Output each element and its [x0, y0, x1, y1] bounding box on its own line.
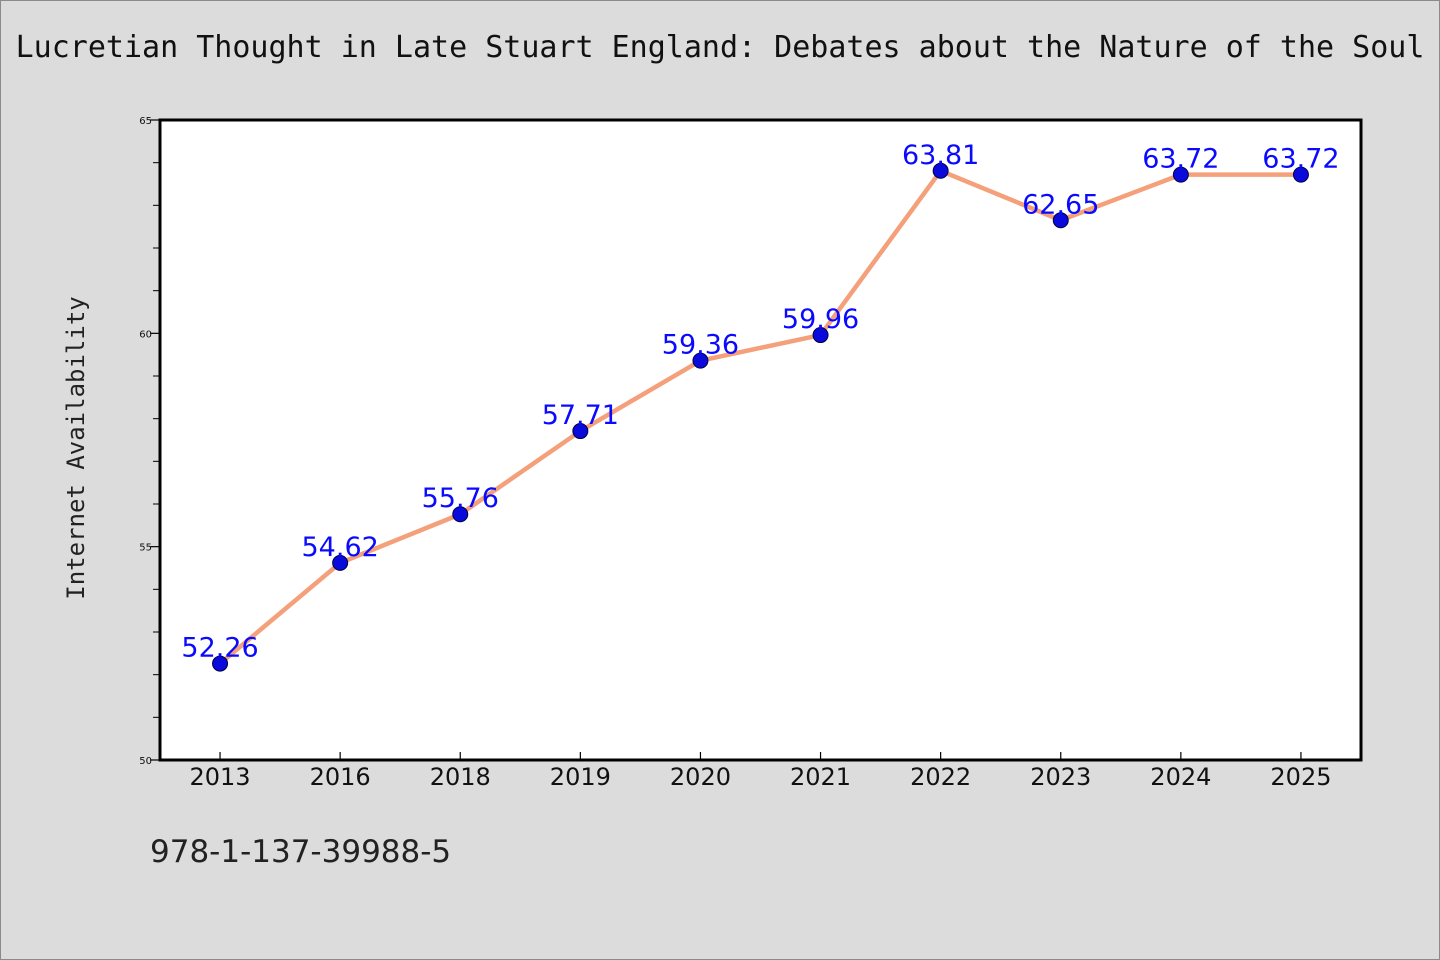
y-axis-ticks: 50 55 60 65	[139, 116, 160, 767]
x-tick-label: 2019	[550, 763, 611, 791]
data-label: 54.62	[302, 532, 379, 563]
isbn-text: 978-1-137-39988-5	[150, 834, 452, 870]
data-label: 63.72	[1262, 144, 1339, 175]
data-point	[692, 352, 709, 369]
data-point	[1172, 166, 1189, 183]
x-tick-label: 2018	[430, 763, 491, 791]
data-label: 52.26	[181, 633, 258, 664]
data-label: 63.72	[1142, 144, 1219, 175]
data-label: 55.76	[422, 483, 499, 514]
x-tick-label: 2020	[670, 763, 731, 791]
series-line	[218, 168, 1301, 666]
x-tick-label: 2023	[1030, 763, 1091, 791]
chart-title: Lucretian Thought in Late Stuart England…	[15, 30, 1425, 65]
data-point	[212, 655, 229, 672]
data-label: 59.96	[782, 304, 859, 335]
data-label: 57.71	[542, 400, 619, 431]
data-point	[1292, 166, 1309, 183]
data-point	[812, 327, 829, 344]
y-axis-label: Internet Availability	[62, 296, 90, 599]
x-tick-label: 2021	[790, 763, 851, 791]
data-point	[1052, 212, 1069, 229]
data-label: 59.36	[662, 330, 739, 361]
y-minor-ticks	[153, 162, 160, 718]
data-label: 62.65	[1022, 189, 1099, 220]
x-axis-ticks: 2013 2016 2018 2019 2020 2021 2022 2023 2024 2025	[190, 752, 1331, 791]
x-tick-label: 2013	[190, 763, 251, 791]
y-tick-label: 65	[139, 116, 152, 127]
y-tick-label: 50	[139, 756, 152, 767]
data-markers	[212, 162, 1309, 672]
x-tick-label: 2022	[910, 763, 971, 791]
data-label: 63.81	[902, 140, 979, 171]
data-labels: 52.26 54.62 55.76 57.71 59.36 59.96 63.81 62.65…	[181, 140, 1339, 664]
y-tick-label: 55	[139, 543, 152, 554]
x-tick-label: 2016	[310, 763, 371, 791]
data-point	[932, 162, 949, 179]
data-point	[572, 423, 589, 440]
data-point	[452, 506, 469, 523]
x-tick-label: 2024	[1150, 763, 1211, 791]
y-tick-label: 60	[139, 329, 152, 340]
plot-area	[158, 118, 1363, 762]
data-point	[332, 554, 349, 571]
x-tick-label: 2025	[1270, 763, 1331, 791]
